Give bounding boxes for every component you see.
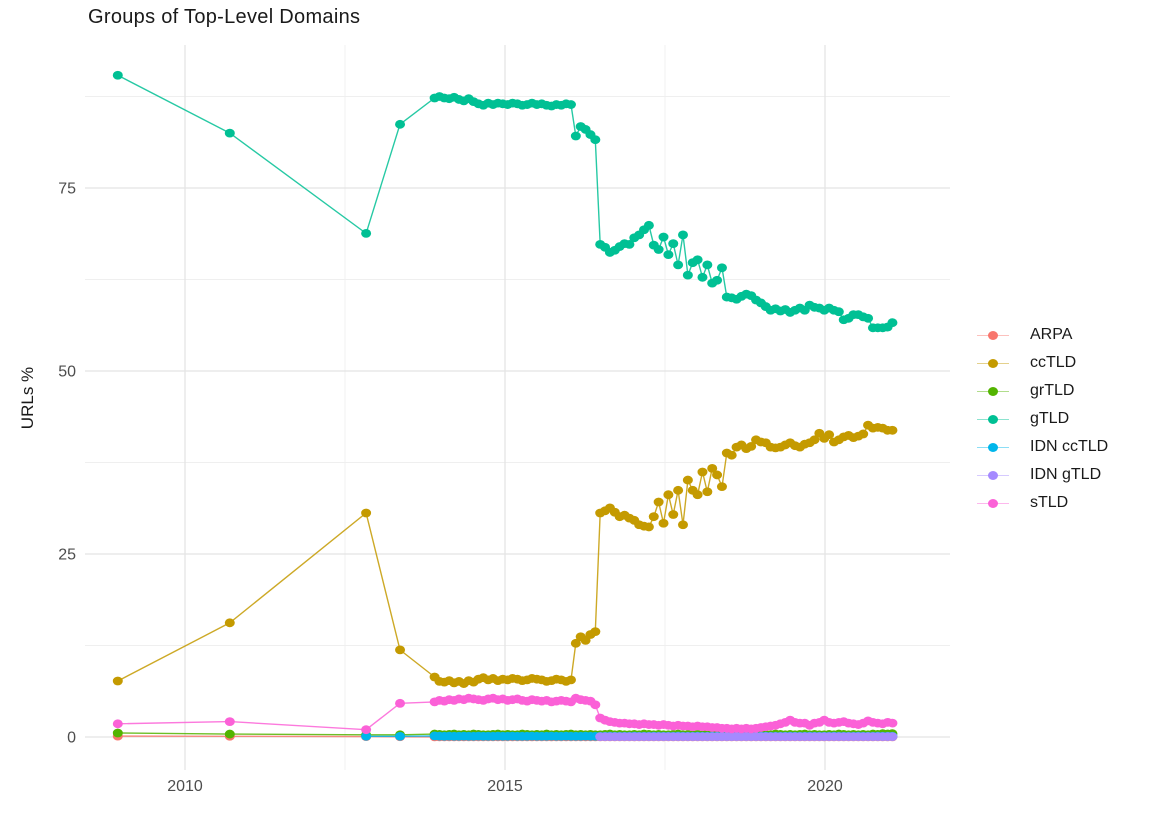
legend-item-IDN-ccTLD: IDN ccTLD [976,433,1108,461]
data-point-ccTLD [663,490,674,500]
data-point-sTLD [224,717,235,727]
data-point-gTLD [112,70,123,80]
y-tick-label: 75 [58,181,76,198]
data-point-ccTLD [824,430,835,440]
legend-item-sTLD: sTLD [976,489,1108,517]
y-tick-label: 50 [58,364,76,381]
data-point-gTLD [692,255,703,265]
data-point-gTLD [712,275,723,285]
data-point-ccTLD [658,518,669,528]
data-point-sTLD [112,719,123,729]
legend-key-icon [976,433,1010,461]
data-point-ccTLD [590,627,601,636]
data-point-ccTLD [673,485,684,495]
data-point-ccTLD [361,508,372,518]
data-point-ccTLD [707,463,718,473]
data-point-gTLD [833,307,844,317]
legend: ARPA ccTLD grTLD gTLD IDN ccTLD IDN gTLD sTLD [976,321,1108,517]
data-point-grTLD [112,728,123,738]
data-point-ccTLD [692,490,703,500]
x-tick-label: 2015 [487,778,523,795]
legend-key-icon [976,377,1010,405]
data-point-sTLD [590,700,601,710]
data-point-ccTLD [726,450,737,460]
data-point-ccTLD [809,435,820,445]
data-point-ccTLD [224,618,235,628]
data-point-ccTLD [668,510,679,519]
data-point-ccTLD [643,522,654,532]
legend-item-IDN-gTLD: IDN gTLD [976,461,1108,489]
data-point-sTLD [361,725,372,735]
data-point-ccTLD [395,645,406,655]
data-point-ccTLD [648,512,659,522]
x-tick-label: 2020 [807,778,843,795]
data-point-gTLD [863,313,874,323]
data-point-grTLD [224,729,235,739]
data-point-gTLD [361,228,372,238]
legend-key-icon [976,321,1010,349]
y-tick-label: 25 [58,547,76,564]
data-point-gTLD [653,245,664,254]
legend-item-ccTLD: ccTLD [976,349,1108,377]
legend-label: IDN ccTLD [1030,438,1109,455]
data-point-ccTLD [746,441,757,451]
y-tick-label: 0 [67,730,76,747]
data-point-IDN-ccTLD [395,731,406,741]
data-point-gTLD [624,239,635,249]
data-point-sTLD [395,698,406,708]
legend-key-icon [976,349,1010,377]
data-point-ccTLD [858,429,869,439]
data-point-gTLD [658,232,669,242]
data-point-gTLD [565,100,576,109]
legend-label: sTLD [1030,494,1069,511]
data-point-ccTLD [712,470,723,480]
data-point-gTLD [702,260,713,270]
data-point-ccTLD [682,475,693,485]
data-point-IDN-gTLD [887,732,898,742]
legend-label: ARPA [1030,326,1073,343]
data-point-ccTLD [565,675,576,685]
data-point-ccTLD [570,638,581,648]
data-point-IDN-ccTLD [361,731,372,741]
data-point-gTLD [663,250,674,260]
legend-item-gTLD: gTLD [976,405,1108,433]
legend-label: gTLD [1030,410,1070,427]
data-point-gTLD [716,263,727,273]
legend-label: ccTLD [1030,354,1077,371]
legend-key-icon [976,405,1010,433]
legend-label: IDN gTLD [1030,466,1102,483]
data-point-gTLD [395,119,406,129]
legend-key-icon [976,489,1010,517]
data-point-ccTLD [887,425,898,435]
data-point-gTLD [677,230,688,240]
data-point-gTLD [570,131,581,141]
data-point-ccTLD [653,497,664,507]
data-point-gTLD [697,272,708,282]
y-axis-title: URLs % [18,366,37,430]
legend-label: grTLD [1030,382,1075,399]
data-point-ccTLD [677,520,688,530]
x-tick-label: 2010 [167,778,203,795]
legend-item-ARPA: ARPA [976,321,1108,349]
data-point-ccTLD [112,676,123,686]
data-point-ccTLD [697,467,708,477]
data-point-gTLD [668,239,679,249]
data-point-gTLD [673,260,684,270]
legend-key-icon [976,461,1010,489]
data-point-gTLD [887,318,898,328]
data-point-sTLD [887,718,898,728]
chart-title: Groups of Top-Level Domains [88,6,361,28]
data-point-gTLD [682,270,693,280]
legend-item-grTLD: grTLD [976,377,1108,405]
data-point-gTLD [590,135,601,145]
data-point-ccTLD [702,487,713,497]
data-point-gTLD [224,128,235,138]
data-point-ccTLD [716,482,727,492]
data-point-gTLD [643,220,654,230]
